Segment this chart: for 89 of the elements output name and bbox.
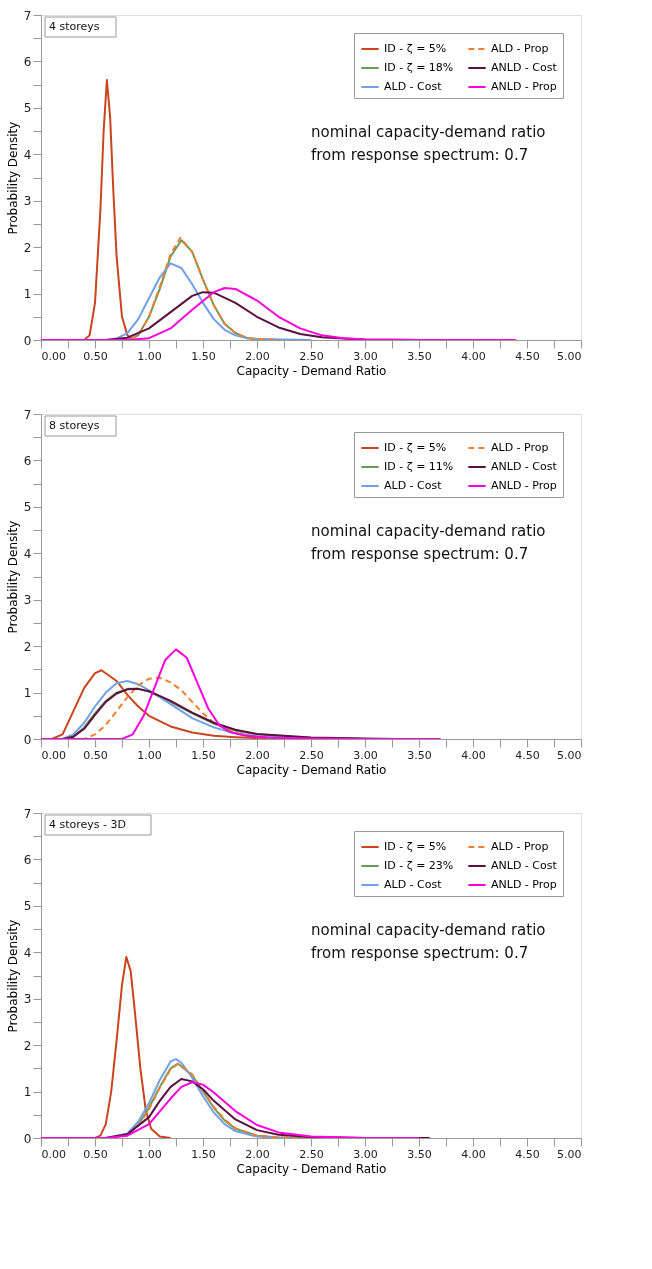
y-tick-label: 5 (23, 101, 32, 116)
x-tick-label: 2.50 (299, 748, 324, 762)
x-tick-label: 4.00 (461, 349, 486, 363)
legend-label: ID - ζ = 11% (384, 460, 454, 473)
x-tick-label: 4.50 (515, 349, 540, 363)
x-axis-title: Capacity - Demand Ratio (236, 762, 387, 777)
x-tick-label: 4.00 (461, 748, 486, 762)
legend-label: ALD - Prop (491, 441, 549, 454)
y-tick-label: 4 (23, 147, 32, 162)
legend-label: ANLD - Cost (491, 61, 558, 74)
legend-label: ALD - Prop (491, 840, 549, 853)
y-tick-label: 3 (23, 992, 32, 1007)
y-tick-label: 2 (23, 639, 32, 654)
x-tick-label: 0.00 (41, 748, 66, 762)
x-tick-label: 3.50 (407, 1147, 432, 1161)
y-tick-label: 2 (23, 1038, 32, 1053)
y-axis-title: Probability Density (5, 520, 20, 634)
x-tick-label: 1.50 (191, 748, 216, 762)
legend-label: ID - ζ = 5% (384, 42, 447, 55)
x-tick-label: 2.00 (245, 1147, 270, 1161)
y-tick-label: 1 (23, 1085, 32, 1100)
y-tick-label: 7 (23, 806, 32, 821)
x-tick-label: 3.00 (353, 748, 378, 762)
x-axis-title: Capacity - Demand Ratio (236, 1161, 387, 1176)
x-tick-label: 0.00 (41, 349, 66, 363)
annotation: 4 storeys - 3D (49, 818, 126, 831)
x-tick-label: 3.50 (407, 748, 432, 762)
line-series (41, 287, 518, 340)
y-tick-label: 6 (23, 54, 32, 69)
legend-label: ANLD - Prop (491, 479, 557, 492)
y-axis-title: Probability Density (5, 919, 20, 1033)
y-tick-label: 3 (23, 194, 32, 209)
annotation: 8 storeys (49, 419, 100, 432)
legend-label: ANLD - Prop (491, 878, 557, 891)
x-tick-label: 0.50 (83, 1147, 108, 1161)
legend-label: ALD - Cost (384, 479, 443, 492)
x-tick-label: 3.00 (353, 349, 378, 363)
y-tick-label: 1 (23, 686, 32, 701)
x-tick-label: 5.00 (557, 349, 582, 363)
y-tick-label: 4 (23, 945, 32, 960)
x-tick-label: 1.00 (137, 1147, 162, 1161)
x-tick-label: 4.50 (515, 1147, 540, 1161)
y-tick-label: 0 (23, 333, 32, 348)
y-tick-label: 7 (23, 8, 32, 23)
x-tick-label: 1.50 (191, 349, 216, 363)
x-tick-label: 5.00 (557, 1147, 582, 1161)
x-tick-label: 4.00 (461, 1147, 486, 1161)
annotation: nominal capacity-demand ratio from response spectrum: 0.7 (311, 921, 546, 962)
x-tick-label: 0.00 (41, 1147, 66, 1161)
legend-label: ANLD - Cost (491, 460, 558, 473)
legend-label: ALD - Cost (384, 878, 443, 891)
x-tick-label: 3.00 (353, 1147, 378, 1161)
x-tick-label: 3.50 (407, 349, 432, 363)
x-tick-label: 4.50 (515, 748, 540, 762)
x-axis-title: Capacity - Demand Ratio (236, 363, 387, 378)
y-tick-label: 7 (23, 407, 32, 422)
legend-label: ID - ζ = 5% (384, 441, 447, 454)
legend-label: ID - ζ = 5% (384, 840, 447, 853)
y-tick-label: 3 (23, 593, 32, 608)
x-tick-label: 5.00 (557, 748, 582, 762)
legend-label: ANLD - Cost (491, 859, 558, 872)
y-tick-label: 6 (23, 453, 32, 468)
legend-label: ALD - Prop (491, 42, 549, 55)
annotation: nominal capacity-demand ratio from response spectrum: 0.7 (311, 123, 546, 164)
x-tick-label: 1.00 (137, 349, 162, 363)
y-tick-label: 4 (23, 546, 32, 561)
y-tick-label: 5 (23, 899, 32, 914)
annotation: 4 storeys (49, 20, 100, 33)
x-tick-label: 0.50 (83, 349, 108, 363)
x-tick-label: 1.50 (191, 1147, 216, 1161)
y-tick-label: 2 (23, 240, 32, 255)
x-tick-label: 2.50 (299, 1147, 324, 1161)
x-tick-label: 2.00 (245, 349, 270, 363)
legend-label: ALD - Cost (384, 80, 443, 93)
line-series (41, 648, 442, 739)
legend-label: ANLD - Prop (491, 80, 557, 93)
y-tick-label: 0 (23, 1131, 32, 1146)
legend-label: ID - ζ = 23% (384, 859, 454, 872)
y-tick-label: 6 (23, 852, 32, 867)
y-tick-label: 5 (23, 500, 32, 515)
x-tick-label: 2.00 (245, 748, 270, 762)
legend-label: ID - ζ = 18% (384, 61, 454, 74)
x-tick-label: 2.50 (299, 349, 324, 363)
y-tick-label: 0 (23, 732, 32, 747)
y-tick-label: 1 (23, 287, 32, 302)
annotation: nominal capacity-demand ratio from response spectrum: 0.7 (311, 522, 546, 563)
x-tick-label: 1.00 (137, 748, 162, 762)
y-axis-title: Probability Density (5, 121, 20, 235)
x-tick-label: 0.50 (83, 748, 108, 762)
